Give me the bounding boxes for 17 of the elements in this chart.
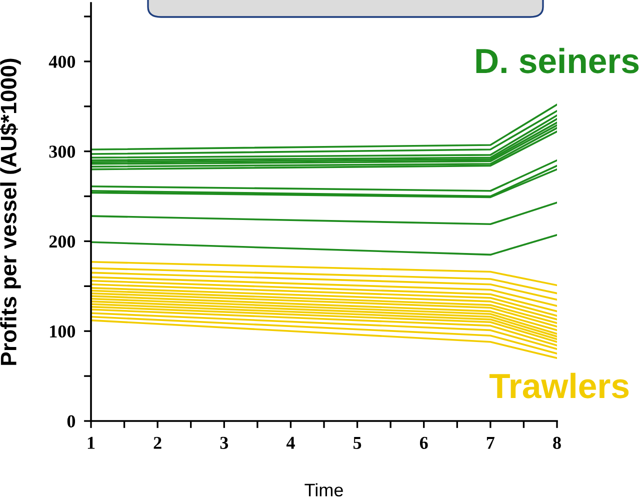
y-tick-label: 200	[49, 235, 76, 248]
x-tick-label: 7	[486, 436, 494, 449]
series-label: D. seiners	[476, 48, 639, 74]
x-axis-title: Time	[304, 483, 343, 496]
y-tick-label: 0	[67, 415, 76, 428]
y-tick-label: 100	[50, 325, 76, 338]
x-tick-label: 5	[353, 436, 362, 449]
x-tick-label: 8	[553, 436, 561, 449]
y-tick-label: 300	[49, 146, 76, 158]
x-tick-label: 6	[420, 436, 428, 449]
x-tick-label: 3	[220, 436, 228, 449]
text: Trawlers	[489, 372, 629, 398]
y-axis-title: Profits per vessel (AU$*1000)	[0, 58, 21, 365]
y-tick-label: 400	[48, 56, 76, 68]
x-tick-label: 4	[286, 436, 295, 449]
x-tick-label: 1	[88, 436, 95, 449]
x-tick-label: 2	[154, 436, 162, 449]
